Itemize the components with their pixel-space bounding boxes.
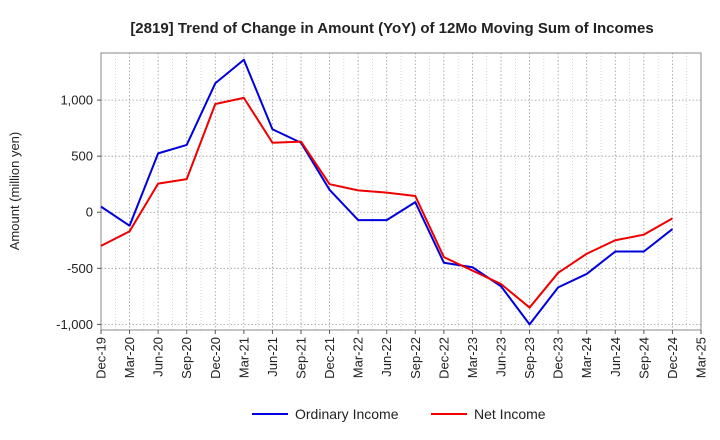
legend: Ordinary Income Net Income <box>252 406 546 422</box>
x-tick-label: Sep-21 <box>294 337 309 379</box>
x-tick-label: Dec-21 <box>322 337 337 379</box>
x-axis-ticks: Dec-19 Mar-20 Jun-20 Sep-20 Dec-20 Mar-21 Jun-… <box>94 330 709 379</box>
y-tick-label: 500 <box>71 149 93 164</box>
y-tick-label: 0 <box>86 205 93 220</box>
y-axis-ticks: -1,000 -500 0 500 1,000 <box>56 93 101 332</box>
x-tick-label: Jun-21 <box>265 337 280 377</box>
x-tick-label: Sep-23 <box>522 337 537 379</box>
y-tick-label: -500 <box>67 261 93 276</box>
x-tick-label: Sep-20 <box>179 337 194 379</box>
series-lines <box>100 58 674 326</box>
y-tick-label: 1,000 <box>60 93 93 108</box>
chart-title: [2819] Trend of Change in Amount (YoY) o… <box>130 20 653 37</box>
x-tick-label: Dec-20 <box>208 337 223 379</box>
x-tick-label: Jun-23 <box>494 337 509 377</box>
x-tick-label: Sep-22 <box>408 337 423 379</box>
x-tick-label: Dec-19 <box>94 337 109 379</box>
plot-area-frame <box>100 52 702 331</box>
x-tick-label: Mar-22 <box>351 337 366 378</box>
x-tick-label: Mar-25 <box>694 337 709 378</box>
x-tick-label: Mar-21 <box>236 337 251 378</box>
x-tick-label: Sep-24 <box>636 337 651 379</box>
x-tick-label: Dec-22 <box>436 337 451 379</box>
x-tick-label: Jun-20 <box>151 337 166 377</box>
series-line-ordinary-income <box>100 58 674 326</box>
x-tick-label: Mar-23 <box>465 337 480 378</box>
x-tick-label: Jun-22 <box>379 337 394 377</box>
y-tick-label: -1,000 <box>56 317 93 332</box>
legend-label-net-income: Net Income <box>474 406 546 422</box>
grid-lines <box>101 53 701 330</box>
x-tick-label: Jun-24 <box>608 337 623 377</box>
series-line-net-income <box>100 96 673 309</box>
x-tick-label: Mar-20 <box>122 337 137 378</box>
x-tick-label: Dec-24 <box>665 337 680 379</box>
x-tick-label: Dec-23 <box>551 337 566 379</box>
y-axis-label: Amount (million yen) <box>7 132 22 251</box>
legend-label-ordinary-income: Ordinary Income <box>295 406 399 422</box>
x-tick-label: Mar-24 <box>579 337 594 378</box>
